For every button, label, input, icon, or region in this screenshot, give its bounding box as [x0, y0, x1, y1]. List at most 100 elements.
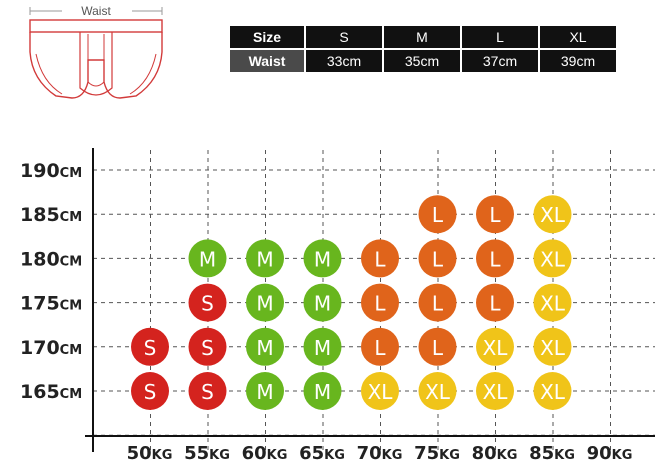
waist-cell: 39cm: [540, 50, 616, 72]
size-circle: [361, 239, 399, 278]
x-tick-label: 75KG: [414, 443, 460, 464]
y-tick-label: 170CM: [20, 337, 82, 359]
size-marker: XL: [418, 372, 457, 410]
size-label: XL: [483, 336, 509, 360]
size-header: Size: [230, 26, 304, 48]
x-tick-label: 85KG: [529, 443, 575, 464]
size-circle: [476, 327, 514, 366]
size-marker: XL: [533, 327, 572, 366]
chart-marks: L L XLM M M L L L XLS M M L L L XLS S M M L L XL XLS S M M XL XL XL…: [131, 195, 572, 410]
size-marker: L: [476, 195, 514, 234]
size-cell: S: [306, 26, 382, 48]
table-row: Waist 33cm 35cm 37cm 39cm: [230, 50, 616, 72]
size-marker: S: [188, 372, 227, 410]
y-tick-label: 165CM: [20, 381, 82, 403]
size-circle: [246, 372, 284, 410]
size-label: M: [256, 247, 273, 271]
size-marker: M: [303, 239, 342, 278]
size-label: M: [314, 380, 331, 404]
size-label: M: [256, 336, 273, 360]
size-label: M: [256, 380, 273, 404]
size-marker: XL: [533, 283, 572, 322]
x-tick-label: 60KG: [242, 443, 288, 464]
x-tick-label: 90KG: [587, 443, 633, 464]
size-label: L: [374, 247, 386, 271]
size-circle: [303, 372, 342, 410]
size-cell: L: [462, 26, 538, 48]
size-circle: [303, 283, 342, 322]
size-circle: [418, 327, 457, 366]
size-label: M: [314, 247, 331, 271]
size-label: L: [489, 292, 501, 316]
size-marker: XL: [476, 372, 514, 410]
size-marker: L: [418, 239, 457, 278]
size-circle: [188, 239, 227, 278]
size-label: XL: [540, 292, 566, 316]
size-circle: [476, 283, 514, 322]
size-marker: L: [361, 239, 399, 278]
size-label: M: [256, 292, 273, 316]
size-circle: [476, 195, 514, 234]
size-marker: L: [476, 283, 514, 322]
size-label: L: [489, 247, 501, 271]
size-marker: XL: [476, 327, 514, 366]
size-circle: [533, 283, 572, 322]
size-label: XL: [368, 380, 394, 404]
chart-tick-labels: 190CM 185CM 180CM 175CM 170CM 165CM 50KG 55KG 60…: [20, 160, 632, 464]
size-marker: M: [246, 283, 284, 322]
size-label: L: [432, 203, 444, 227]
size-circle: [131, 372, 169, 410]
briefs-icon: Waist: [29, 4, 163, 99]
size-circle: [361, 372, 399, 410]
size-label: XL: [540, 380, 566, 404]
table-row: Size S M L XL: [230, 26, 616, 48]
size-marker: M: [246, 239, 284, 278]
size-cell: M: [384, 26, 460, 48]
size-label: S: [201, 380, 214, 404]
size-circle: [361, 283, 399, 322]
waist-cell: 33cm: [306, 50, 382, 72]
size-marker: L: [418, 327, 457, 366]
size-waist-table: Size S M L XL Waist 33cm 35cm 37cm 39cm: [228, 24, 618, 74]
size-circle: [476, 372, 514, 410]
size-label: S: [201, 292, 214, 316]
x-tick-label: 65KG: [299, 443, 345, 464]
size-circle: [246, 327, 284, 366]
size-circle: [131, 327, 169, 366]
underwear-diagram: Waist: [22, 2, 170, 106]
y-tick-label: 190CM: [20, 160, 82, 182]
size-marker: M: [188, 239, 227, 278]
y-tick-label: 175CM: [20, 293, 82, 315]
size-label: XL: [425, 380, 451, 404]
size-circle: [188, 327, 227, 366]
waist-header: Waist: [230, 50, 304, 72]
size-circle: [246, 283, 284, 322]
size-circle: [303, 239, 342, 278]
y-tick-label: 180CM: [20, 248, 82, 270]
size-marker: XL: [533, 372, 572, 410]
size-marker: M: [303, 327, 342, 366]
size-marker: M: [303, 372, 342, 410]
size-label: L: [489, 203, 501, 227]
size-circle: [418, 372, 457, 410]
size-marker: L: [418, 283, 457, 322]
waist-cell: 37cm: [462, 50, 538, 72]
x-tick-label: 55KG: [184, 443, 230, 464]
size-circle: [246, 239, 284, 278]
size-label: XL: [540, 336, 566, 360]
size-label: S: [201, 336, 214, 360]
size-marker: S: [188, 327, 227, 366]
size-label: L: [374, 292, 386, 316]
x-tick-label: 50KG: [127, 443, 173, 464]
size-circle: [418, 283, 457, 322]
size-circle: [533, 239, 572, 278]
size-circle: [188, 283, 227, 322]
size-marker: M: [246, 372, 284, 410]
size-circle: [533, 195, 572, 234]
size-marker: L: [476, 239, 514, 278]
size-marker: M: [303, 283, 342, 322]
size-label: L: [432, 336, 444, 360]
size-circle: [533, 327, 572, 366]
size-label: M: [199, 247, 216, 271]
size-circle: [418, 195, 457, 234]
